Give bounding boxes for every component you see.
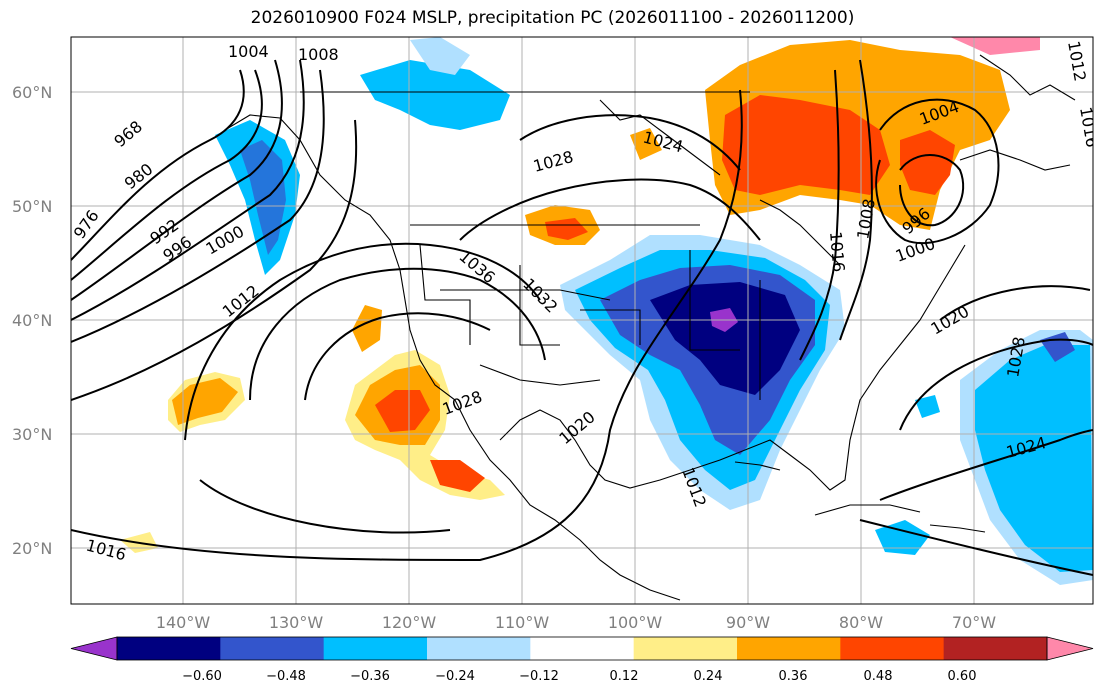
lon-label: 120°W [382,613,437,632]
lon-label: 90°W [726,613,770,632]
colorbar-tick: −0.24 [435,669,475,684]
longitude-labels: 140°W 130°W 120°W 110°W 100°W 90°W 80°W … [156,613,996,632]
colorbar-tick: 0.12 [610,669,639,684]
colorbar-tick: 0.48 [864,669,893,684]
colorbar-tick: −0.60 [182,669,222,684]
colorbar-tick: 0.24 [694,669,723,684]
lat-label: 40°N [12,311,52,330]
lon-label: 80°W [839,613,883,632]
colorbar-tick: 0.60 [948,669,977,684]
lat-label: 30°N [12,425,52,444]
precip-shading [120,37,1093,585]
latitude-labels: 60°N 50°N 40°N 30°N 20°N [12,83,52,558]
colorbar-tick: 0.36 [779,669,808,684]
colorbar-segment [323,637,428,660]
colorbar-segment [220,637,325,660]
isobars [71,59,1093,576]
colorbar-border [116,636,1048,661]
colorbar-segment [633,637,738,660]
colorbar-segment [530,637,635,660]
isobar-label: 1004 [228,42,269,61]
lon-label: 130°W [269,613,324,632]
lat-label: 60°N [12,83,52,102]
isobar-label: 1016 [826,231,848,273]
colorbar-ticks: −0.60 −0.48 −0.36 −0.24 −0.12 0.12 0.24 … [182,669,976,684]
colorbar-segment [943,637,1048,660]
colorbar-segment [427,637,531,660]
colorbar-extend-high [1046,636,1094,661]
isobar-label: 1008 [298,45,339,64]
graticule [71,37,1093,604]
colorbar-tick: −0.12 [519,669,559,684]
colorbar-tick: −0.36 [350,669,390,684]
lon-label: 100°W [608,613,663,632]
lon-label: 140°W [156,613,211,632]
colorbar-segment [737,637,841,660]
colorbar-segment [840,637,945,660]
lon-label: 70°W [952,613,996,632]
colorbar-segment [117,637,221,660]
colorbar-tick: −0.48 [266,669,306,684]
lat-label: 20°N [12,539,52,558]
colorbar [70,636,1094,661]
lon-label: 110°W [495,613,550,632]
map-title: 2026010900 F024 MSLP, precipitation PC (… [250,8,855,28]
lat-label: 50°N [12,197,52,216]
colorbar-extend-low [70,636,118,661]
